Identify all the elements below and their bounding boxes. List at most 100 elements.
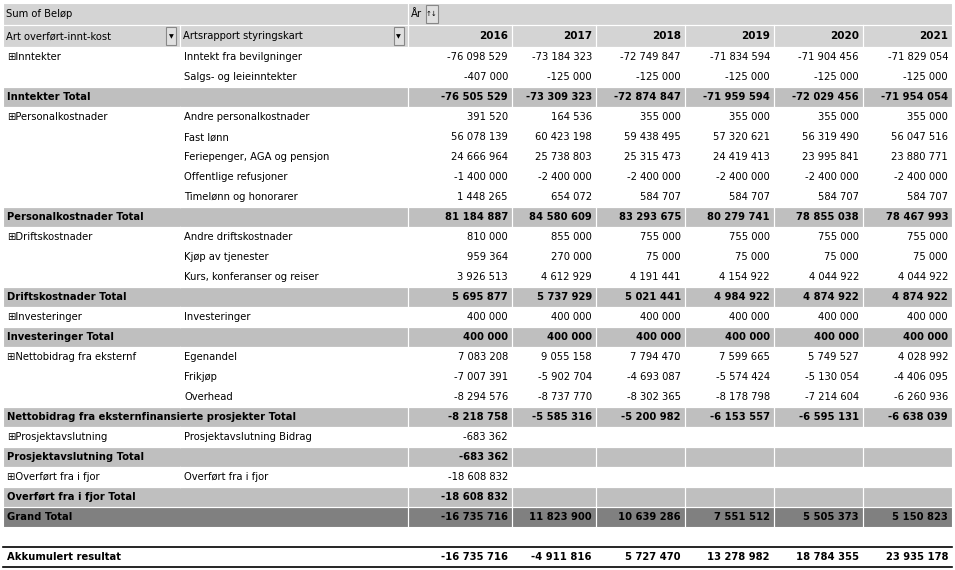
- Text: 4 874 922: 4 874 922: [892, 292, 948, 302]
- Text: 25 315 473: 25 315 473: [624, 152, 681, 162]
- Bar: [180, 247, 408, 267]
- Text: -8 218 758: -8 218 758: [448, 412, 508, 422]
- Text: Inntekter Total: Inntekter Total: [7, 92, 91, 103]
- Bar: [685, 267, 774, 287]
- Text: Overført fra i fjor Total: Overført fra i fjor Total: [7, 492, 136, 502]
- Text: Kurs, konferanser og reiser: Kurs, konferanser og reiser: [184, 272, 319, 282]
- Bar: [3, 547, 952, 567]
- Text: -8 178 798: -8 178 798: [716, 392, 770, 402]
- Text: -2 400 000: -2 400 000: [627, 172, 681, 182]
- Text: 400 000: 400 000: [467, 312, 508, 322]
- Text: Offentlige refusjoner: Offentlige refusjoner: [184, 172, 287, 182]
- Bar: [685, 427, 774, 447]
- Bar: [180, 367, 408, 387]
- Bar: [3, 188, 180, 207]
- Bar: [685, 188, 774, 207]
- Text: ↑↓: ↑↓: [426, 11, 437, 17]
- Bar: [596, 367, 685, 387]
- Text: Akkumulert resultat: Akkumulert resultat: [7, 552, 121, 562]
- Text: 5 737 929: 5 737 929: [537, 292, 592, 302]
- Bar: [3, 507, 408, 527]
- Bar: [863, 307, 952, 327]
- Bar: [408, 207, 512, 227]
- Bar: [774, 127, 863, 147]
- Bar: [774, 327, 863, 347]
- Text: -2 400 000: -2 400 000: [805, 172, 859, 182]
- Text: ⊞Personalkostnader: ⊞Personalkostnader: [7, 112, 108, 123]
- Text: ⊞Nettobidrag fra eksternf: ⊞Nettobidrag fra eksternf: [7, 352, 137, 362]
- Text: Grand Total: Grand Total: [7, 512, 73, 522]
- Text: 75 000: 75 000: [824, 253, 859, 262]
- Bar: [774, 207, 863, 227]
- Bar: [180, 267, 408, 287]
- Text: 584 707: 584 707: [907, 192, 948, 202]
- Text: 400 000: 400 000: [640, 312, 681, 322]
- Text: -2 400 000: -2 400 000: [538, 172, 592, 182]
- Bar: [774, 367, 863, 387]
- Text: -1 400 000: -1 400 000: [455, 172, 508, 182]
- Text: 23 995 841: 23 995 841: [802, 152, 859, 162]
- Bar: [774, 87, 863, 107]
- Bar: [180, 47, 408, 67]
- Text: 391 520: 391 520: [467, 112, 508, 123]
- Bar: [3, 527, 952, 547]
- Text: ▼: ▼: [169, 34, 174, 39]
- Bar: [512, 367, 596, 387]
- Text: 959 364: 959 364: [467, 253, 508, 262]
- Bar: [408, 227, 512, 247]
- Bar: [180, 387, 408, 407]
- Bar: [863, 387, 952, 407]
- Text: -8 302 365: -8 302 365: [626, 392, 681, 402]
- Text: 25 738 803: 25 738 803: [535, 152, 592, 162]
- Bar: [863, 487, 952, 507]
- Text: -407 000: -407 000: [463, 72, 508, 83]
- Text: 164 536: 164 536: [551, 112, 592, 123]
- Bar: [512, 87, 596, 107]
- Text: 7 794 470: 7 794 470: [630, 352, 681, 362]
- Bar: [408, 127, 512, 147]
- Text: 2019: 2019: [741, 31, 770, 41]
- Bar: [3, 447, 408, 467]
- Text: Overhead: Overhead: [184, 392, 233, 402]
- Bar: [512, 447, 596, 467]
- Bar: [408, 247, 512, 267]
- Text: 270 000: 270 000: [551, 253, 592, 262]
- Text: Overført fra i fjor: Overført fra i fjor: [184, 472, 268, 482]
- Bar: [863, 227, 952, 247]
- Text: Investeringer: Investeringer: [184, 312, 250, 322]
- Bar: [596, 407, 685, 427]
- Bar: [408, 287, 512, 307]
- Text: -72 874 847: -72 874 847: [614, 92, 681, 103]
- Text: 24 666 964: 24 666 964: [451, 152, 508, 162]
- Bar: [596, 168, 685, 188]
- Bar: [408, 367, 512, 387]
- Bar: [3, 267, 180, 287]
- Bar: [596, 47, 685, 67]
- Text: 810 000: 810 000: [467, 232, 508, 242]
- Bar: [512, 507, 596, 527]
- Text: -6 595 131: -6 595 131: [798, 412, 859, 422]
- Bar: [3, 127, 180, 147]
- Text: 400 000: 400 000: [725, 332, 770, 342]
- Bar: [512, 427, 596, 447]
- Text: 400 000: 400 000: [463, 332, 508, 342]
- Bar: [774, 147, 863, 168]
- Bar: [512, 67, 596, 87]
- Bar: [3, 407, 408, 427]
- Bar: [863, 168, 952, 188]
- Text: Nettobidrag fra eksternfinansierte prosjekter Total: Nettobidrag fra eksternfinansierte prosj…: [7, 412, 296, 422]
- Bar: [512, 267, 596, 287]
- Bar: [774, 227, 863, 247]
- Bar: [3, 87, 408, 107]
- Bar: [685, 347, 774, 367]
- Text: 355 000: 355 000: [818, 112, 859, 123]
- Bar: [180, 127, 408, 147]
- Bar: [863, 247, 952, 267]
- Text: ⊞Driftskostnader: ⊞Driftskostnader: [7, 232, 93, 242]
- Bar: [596, 67, 685, 87]
- Bar: [596, 107, 685, 127]
- Text: Timelønn og honorarer: Timelønn og honorarer: [184, 192, 298, 202]
- Bar: [774, 25, 863, 47]
- Text: -2 400 000: -2 400 000: [716, 172, 770, 182]
- Text: -2 400 000: -2 400 000: [894, 172, 948, 182]
